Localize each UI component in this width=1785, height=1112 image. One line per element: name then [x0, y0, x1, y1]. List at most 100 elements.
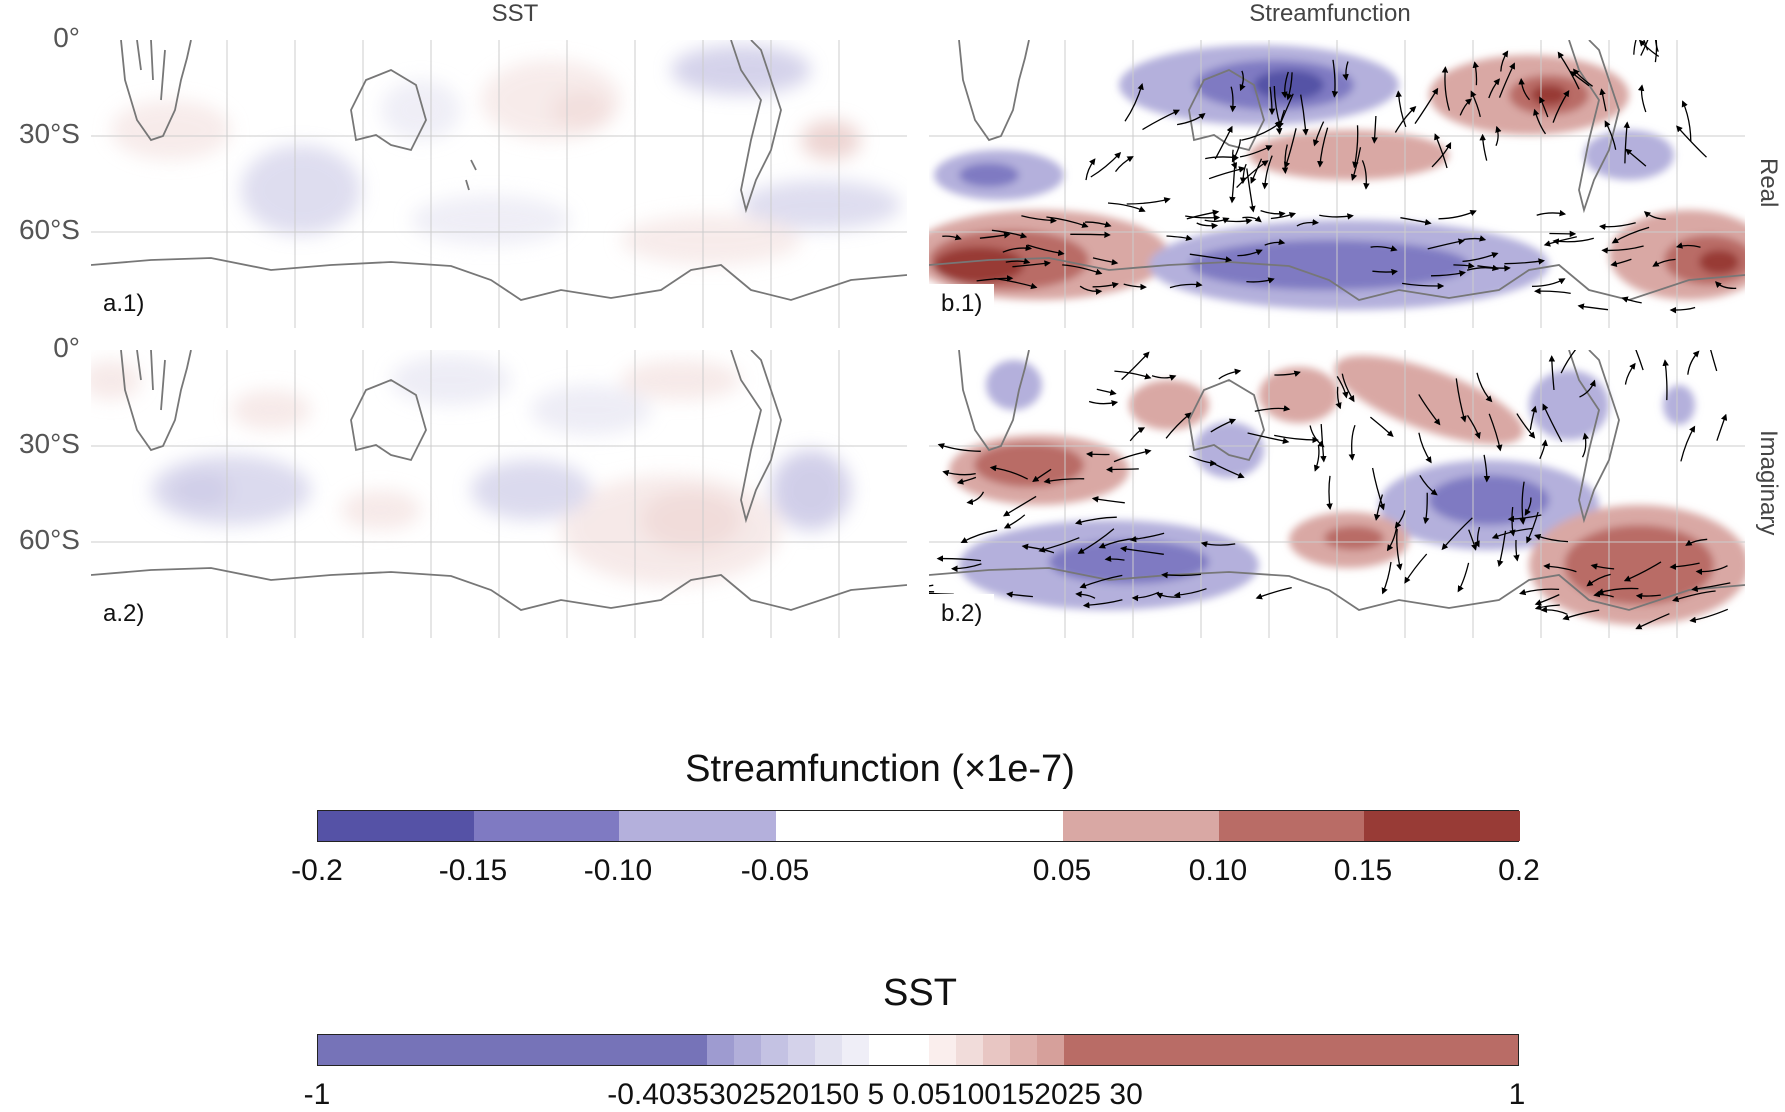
wind-vector-arrow — [1091, 153, 1120, 177]
wind-vector-arrow — [1688, 352, 1699, 375]
sst-colorbar-segment — [761, 1035, 788, 1065]
wind-vector-arrow — [1683, 102, 1691, 142]
wind-vector-arrow — [929, 592, 934, 593]
wind-vector-arrow — [1167, 236, 1192, 239]
wind-vector-arrow — [1536, 605, 1560, 609]
wind-vector-arrow — [1122, 353, 1149, 380]
lat-label-60s: 60°S — [0, 214, 80, 246]
wind-vector-arrow — [1545, 237, 1577, 245]
wind-vector-arrow — [1579, 306, 1608, 310]
sst-colorbar-segment — [734, 1035, 761, 1065]
wind-vector-arrow — [1321, 424, 1324, 461]
streamfunction-colorbar-segment — [318, 811, 474, 841]
wind-vector-arrow — [1383, 562, 1391, 593]
sst-colorbar-segment — [1010, 1035, 1037, 1065]
streamfunction-colorbar-segment — [1219, 811, 1364, 841]
wind-vector-arrow — [1257, 588, 1292, 599]
wind-vector-arrow — [1681, 427, 1695, 462]
wind-vector-arrow — [1152, 376, 1175, 378]
streamfunction-colorbar — [317, 810, 1519, 842]
sst-colorbar-segment — [956, 1035, 983, 1065]
map-b2-canvas — [929, 350, 1745, 638]
sst-column-title: SST — [470, 0, 560, 28]
streamfunction-colorbar-segment — [776, 811, 1063, 841]
wind-vector-arrow — [1261, 211, 1285, 214]
map-panel-b1: b.1) — [929, 40, 1745, 328]
wind-vector-arrow — [1634, 40, 1640, 55]
wind-vector-arrow — [1274, 435, 1317, 440]
sst-colorbar-segment — [983, 1035, 1010, 1065]
wind-vector-arrow — [1319, 215, 1352, 217]
sst-colorbar-segment — [707, 1035, 734, 1065]
lat-label-30s: 30°S — [0, 118, 80, 150]
streamfunction-colorbar-tick: -0.10 — [584, 854, 652, 888]
sst-colorbar-segment — [929, 1035, 956, 1065]
map-a2-canvas — [91, 350, 907, 638]
sst-colorbar-segment — [1064, 1035, 1518, 1065]
wind-vector-arrow — [1087, 454, 1109, 455]
panel-label-b1: b.1) — [929, 284, 994, 328]
wind-vector-arrow — [1219, 371, 1240, 379]
row-label-real: Real — [1754, 158, 1782, 207]
wind-vector-arrow — [1130, 428, 1144, 441]
streamfunction-colorbar-tick: -0.15 — [439, 854, 507, 888]
wind-vector-arrow — [1439, 211, 1476, 219]
streamfunction-colorbar-tick: 0.2 — [1498, 854, 1540, 888]
map-a1-canvas — [91, 40, 907, 328]
panel-label-a2: a.2) — [91, 594, 156, 638]
wind-vector-arrow — [1209, 168, 1244, 179]
sst-colorbar-title: SST — [760, 972, 1080, 1015]
wind-vector-arrow — [929, 585, 933, 590]
streamfunction-colorbar-segment — [474, 811, 619, 841]
wind-vector-arrow — [1352, 425, 1355, 459]
sst-colorbar-segment — [318, 1035, 707, 1065]
wind-vector-arrow — [1626, 364, 1635, 385]
wind-vector-arrow — [1629, 350, 1643, 370]
map-panel-a1: a.1) — [91, 40, 907, 328]
streamfunction-colorbar-tick: 0.05 — [1033, 854, 1091, 888]
sst-colorbar-tick-max: 1 — [1509, 1078, 1526, 1112]
map-panel-b2: b.2) — [929, 350, 1745, 638]
wind-vector-arrow — [1097, 389, 1116, 393]
wind-vector-arrow — [1458, 563, 1468, 591]
streamfunction-colorbar-tick: 0.15 — [1334, 854, 1392, 888]
wind-vector-arrow — [1717, 415, 1726, 441]
wind-vector-arrow — [1329, 476, 1330, 509]
streamfunction-column-title: Streamfunction — [1230, 0, 1430, 28]
wind-vector-arrow — [1554, 238, 1594, 242]
lat-label-0: 0° — [0, 332, 80, 364]
wind-vector-arrow — [1107, 469, 1139, 470]
wind-vector-arrow — [1086, 159, 1095, 180]
lat-label-30s: 30°S — [0, 428, 80, 460]
wind-vector-arrow — [1542, 610, 1568, 614]
wind-vector-arrow — [1677, 126, 1707, 157]
streamfunction-colorbar-segment — [619, 811, 776, 841]
wind-vector-arrow — [1114, 371, 1150, 378]
wind-vector-arrow — [1070, 234, 1109, 235]
wind-vector-arrow — [1215, 127, 1232, 159]
panel-label-b2: b.2) — [929, 594, 994, 638]
wind-vector-arrow — [1671, 308, 1695, 311]
lat-label-0: 0° — [0, 22, 80, 54]
wind-vector-arrow — [1338, 387, 1341, 408]
map-b1-canvas — [929, 40, 1745, 328]
wind-vector-arrow — [1093, 499, 1125, 503]
wind-vector-arrow — [1654, 40, 1657, 62]
sst-colorbar-segment — [842, 1035, 869, 1065]
wind-vector-arrow — [1707, 350, 1717, 371]
sst-colorbar-tick-mid: -0.4035302520150 5 0.05100152025 30 — [607, 1078, 1143, 1112]
streamfunction-colorbar-tick: -0.2 — [291, 854, 343, 888]
sst-colorbar-segment — [1037, 1035, 1064, 1065]
streamfunction-colorbar-title: Streamfunction (×1e-7) — [560, 748, 1200, 791]
wind-vector-arrow — [1232, 163, 1235, 202]
row-label-imaginary: Imaginary — [1754, 430, 1782, 535]
wind-vector-arrow — [1370, 417, 1392, 436]
map-panel-a2: a.2) — [91, 350, 907, 638]
wind-vector-arrow — [1419, 433, 1431, 463]
wind-vector-arrow — [1315, 445, 1319, 470]
wind-vector-arrow — [1089, 402, 1117, 404]
wind-vector-arrow — [1116, 157, 1133, 172]
sst-colorbar — [317, 1034, 1519, 1066]
sst-colorbar-segment — [788, 1035, 815, 1065]
wind-vector-arrow — [1224, 220, 1252, 221]
